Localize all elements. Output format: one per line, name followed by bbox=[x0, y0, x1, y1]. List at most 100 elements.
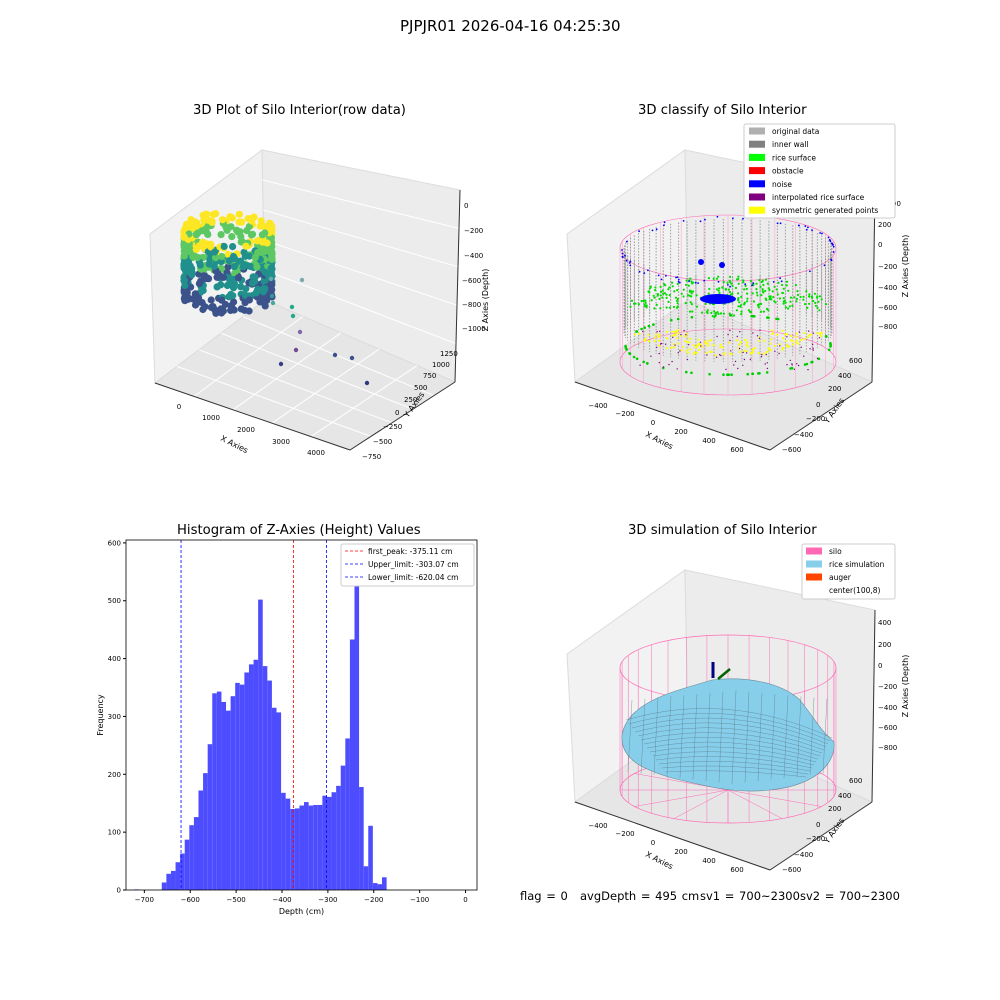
symmetric-point bbox=[722, 353, 726, 356]
rice-surface-point bbox=[732, 314, 736, 317]
noise-point bbox=[742, 217, 744, 220]
x-tick-label: −100 bbox=[410, 896, 429, 904]
rice-surface-point bbox=[629, 305, 632, 308]
data-point bbox=[240, 261, 248, 269]
symmetric-point bbox=[704, 342, 707, 345]
rice-surface-point bbox=[816, 295, 819, 298]
data-point bbox=[210, 262, 218, 270]
x-tick-label: 200 bbox=[674, 428, 687, 436]
symmetric-point bbox=[658, 333, 661, 336]
noise-point bbox=[677, 278, 680, 281]
noise-point bbox=[830, 258, 833, 261]
interpolated-point bbox=[816, 357, 819, 360]
rice-surface-point bbox=[752, 300, 756, 303]
rice-surface-point bbox=[782, 302, 785, 305]
rice-surface-point bbox=[760, 310, 763, 313]
rice-surface-point bbox=[690, 303, 694, 306]
interpolated-point bbox=[738, 347, 741, 350]
symmetric-point bbox=[738, 343, 741, 346]
interpolated-point bbox=[743, 358, 746, 361]
rice-surface-point bbox=[640, 327, 643, 331]
data-point bbox=[180, 288, 188, 296]
noise-point bbox=[727, 284, 729, 286]
rice-surface-point bbox=[805, 290, 808, 293]
symmetric-point bbox=[787, 345, 790, 348]
symmetric-point bbox=[766, 350, 769, 353]
interpolated-point bbox=[765, 353, 767, 356]
rice-surface-point bbox=[659, 285, 662, 288]
footer-sv2: sv2 = 700~2300 bbox=[800, 889, 900, 903]
rice-surface-point bbox=[682, 288, 685, 291]
x-axis-label: Depth (cm) bbox=[279, 907, 324, 916]
symmetric-point bbox=[728, 341, 731, 344]
histogram-bar bbox=[322, 795, 327, 890]
noise-point bbox=[675, 276, 677, 279]
rice-surface-point bbox=[731, 284, 734, 287]
data-point bbox=[212, 309, 220, 317]
interpolated-point bbox=[672, 336, 674, 338]
data-point bbox=[197, 277, 205, 285]
rice-surface-point bbox=[687, 294, 690, 297]
rice-surface-point bbox=[691, 282, 694, 285]
data-point bbox=[258, 231, 266, 239]
x-tick-label: 400 bbox=[702, 437, 715, 445]
interpolated-point bbox=[716, 335, 718, 338]
noise-point bbox=[643, 272, 646, 274]
legend-label: center(100,8) bbox=[829, 586, 881, 595]
noise-point bbox=[832, 245, 835, 248]
rice-surface-point bbox=[668, 286, 671, 289]
rice-surface-point bbox=[735, 309, 739, 312]
data-point bbox=[267, 264, 275, 272]
noise-point bbox=[665, 274, 667, 277]
histogram-bar bbox=[382, 877, 387, 890]
surface-mesh bbox=[796, 696, 802, 777]
histogram-bar bbox=[299, 805, 305, 890]
rice-surface-point bbox=[743, 288, 746, 291]
data-point bbox=[217, 231, 225, 239]
noise-point bbox=[717, 280, 720, 283]
symmetric-point bbox=[758, 339, 761, 343]
histogram-bar bbox=[281, 792, 286, 890]
interpolated-point bbox=[812, 332, 815, 334]
noise-point bbox=[638, 270, 641, 273]
data-point bbox=[253, 263, 261, 271]
rice-surface-point bbox=[791, 304, 794, 307]
symmetric-point bbox=[676, 332, 680, 335]
symmetric-point bbox=[757, 351, 760, 354]
noise-point bbox=[625, 240, 628, 243]
histogram-bar bbox=[372, 883, 378, 890]
symmetric-point bbox=[692, 344, 695, 347]
rice-surface-point bbox=[737, 292, 740, 295]
histogram-bar bbox=[331, 792, 337, 890]
rice-surface-point bbox=[708, 372, 711, 376]
data-point bbox=[180, 276, 188, 284]
noise-point bbox=[752, 282, 755, 284]
noise-point bbox=[647, 269, 649, 272]
rice-surface-point bbox=[769, 295, 772, 298]
data-point bbox=[217, 309, 226, 317]
rice-surface-point bbox=[717, 312, 720, 315]
surface-mesh bbox=[649, 746, 817, 763]
data-point bbox=[207, 296, 215, 304]
footer-flag: flag = 0 bbox=[520, 889, 568, 903]
rice-surface-point bbox=[690, 292, 693, 295]
interpolated-point bbox=[656, 346, 658, 348]
symmetric-point bbox=[706, 344, 710, 347]
histogram-bar bbox=[166, 873, 171, 890]
data-point bbox=[213, 273, 221, 281]
interpolated-point bbox=[796, 363, 798, 365]
rice-surface-point bbox=[746, 300, 749, 303]
x-tick-label: 600 bbox=[730, 866, 743, 874]
noise-point bbox=[807, 226, 809, 229]
interpolated-point bbox=[730, 350, 732, 352]
rice-surface-point bbox=[665, 296, 668, 299]
rice-surface-point bbox=[812, 299, 815, 303]
rice-surface-point bbox=[785, 280, 789, 283]
rice-surface-point bbox=[814, 304, 818, 307]
legend-swatch bbox=[806, 573, 822, 581]
rice-surface-point bbox=[737, 277, 740, 281]
surface-mesh bbox=[658, 761, 811, 772]
noise-point bbox=[621, 249, 623, 251]
data-point bbox=[193, 253, 202, 262]
